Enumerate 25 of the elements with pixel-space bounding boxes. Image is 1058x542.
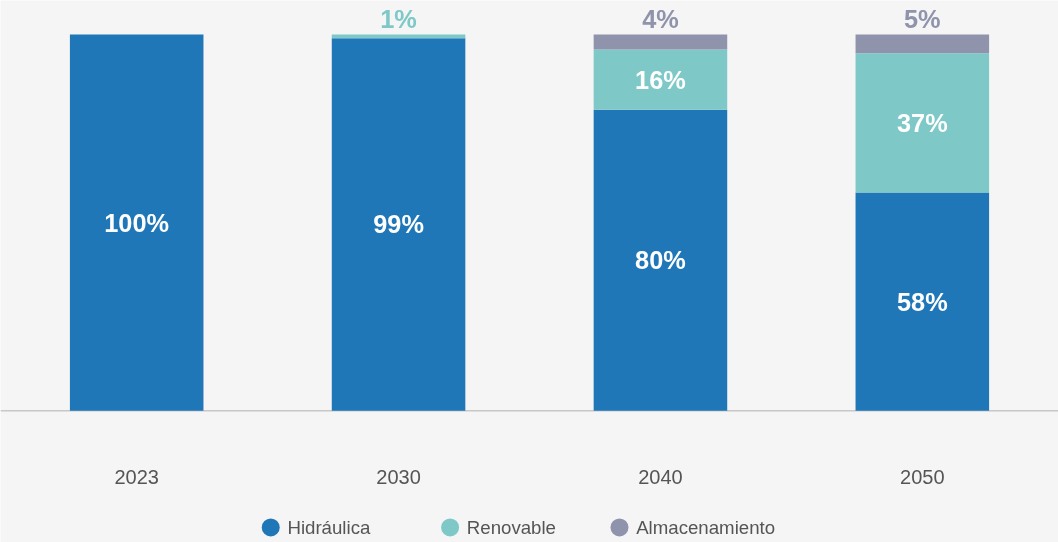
data-label: 1% bbox=[380, 5, 417, 34]
data-label: 16% bbox=[635, 65, 686, 94]
bar bbox=[331, 38, 466, 411]
data-label: 4% bbox=[642, 5, 679, 34]
x-tick-label: 2030 bbox=[376, 466, 421, 489]
bar bbox=[331, 34, 466, 39]
legend-label: Renovable bbox=[466, 516, 556, 538]
data-label: 37% bbox=[896, 108, 948, 137]
data-label: 99% bbox=[373, 210, 424, 239]
bar bbox=[855, 53, 990, 193]
bar bbox=[593, 109, 728, 411]
bar bbox=[69, 34, 204, 411]
legend-label: Hidráulica bbox=[287, 516, 371, 538]
bar bbox=[593, 34, 728, 50]
x-tick-label: 2023 bbox=[114, 466, 159, 489]
bar bbox=[855, 192, 990, 411]
bar bbox=[855, 34, 990, 54]
data-label: 100% bbox=[104, 208, 170, 237]
data-label: 80% bbox=[635, 246, 686, 275]
data-label: 58% bbox=[896, 287, 948, 316]
legend-label: Almacenamiento bbox=[636, 516, 776, 538]
data-label: 5% bbox=[904, 5, 941, 34]
bar bbox=[593, 49, 728, 110]
x-tick-label: 2040 bbox=[638, 466, 683, 489]
x-tick-label: 2050 bbox=[900, 466, 945, 489]
